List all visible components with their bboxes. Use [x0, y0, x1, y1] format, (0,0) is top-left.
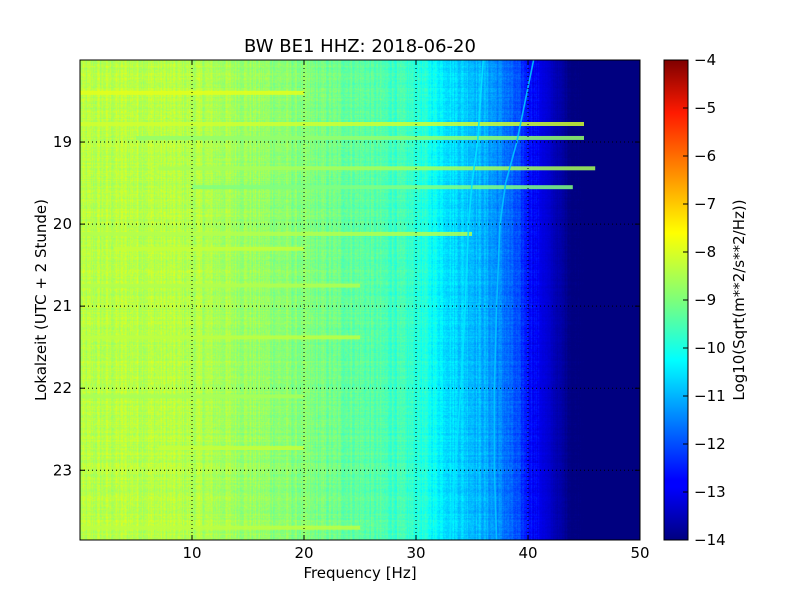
plot-frame — [79, 59, 641, 541]
streak — [158, 166, 596, 171]
x-tick-label: 10 — [182, 544, 201, 562]
colorbar-tick-label: −6 — [694, 147, 716, 165]
colorbar-tick-label: −9 — [694, 291, 716, 309]
streak — [80, 122, 584, 126]
streak — [80, 335, 360, 340]
colorbar-tick-label: −7 — [694, 195, 716, 213]
streak — [80, 525, 360, 530]
colorbar-tick-label: −13 — [694, 483, 726, 501]
y-tick-label: 20 — [53, 215, 72, 233]
tonal-lines — [448, 60, 535, 540]
streak — [136, 135, 584, 140]
x-tick-label: 20 — [294, 544, 313, 562]
plot-area — [80, 60, 640, 540]
grid-lines — [80, 60, 640, 540]
streak — [80, 283, 360, 288]
colorbar-tick-label: −14 — [694, 531, 726, 549]
colorbar-tick-label: −11 — [694, 387, 726, 405]
colorbar-label: Log10(Sqrt(m**2/s**2/Hz)) — [730, 199, 748, 400]
colorbar-tick-label: −4 — [694, 51, 716, 69]
x-axis-label: Frequency [Hz] — [303, 564, 416, 582]
y-axis-label: Lokalzeit (UTC + 2 Stunde) — [32, 199, 50, 401]
x-tick-label: 30 — [406, 544, 425, 562]
streak — [158, 446, 304, 451]
colorbar-tick-label: −10 — [694, 339, 726, 357]
chart-title: BW BE1 HHZ: 2018-06-20 — [244, 36, 476, 57]
colorbar-ticks: −4 −5 −6 −7 −8 −9 −10 −11 −12 −13 −14 — [683, 51, 726, 549]
tonal-line — [448, 60, 484, 540]
streak — [192, 185, 573, 190]
tonal-line — [493, 60, 535, 540]
y-axis-ticks: 19 20 21 22 23 — [53, 133, 640, 479]
y-tick-label: 19 — [53, 133, 72, 151]
x-tick-label: 40 — [518, 544, 537, 562]
streak — [80, 231, 472, 236]
y-tick-label: 21 — [53, 297, 72, 315]
spectrogram-heatmap — [80, 60, 640, 540]
colorbar-tick-label: −8 — [694, 243, 716, 261]
x-tick-label: 50 — [630, 544, 649, 562]
y-tick-label: 23 — [53, 461, 72, 479]
colorbar-tick-label: −5 — [694, 99, 716, 117]
colorbar-tick-label: −12 — [694, 435, 726, 453]
y-tick-label: 22 — [53, 379, 72, 397]
x-axis-ticks: 10 20 30 40 50 — [182, 60, 650, 562]
streak — [113, 246, 304, 251]
